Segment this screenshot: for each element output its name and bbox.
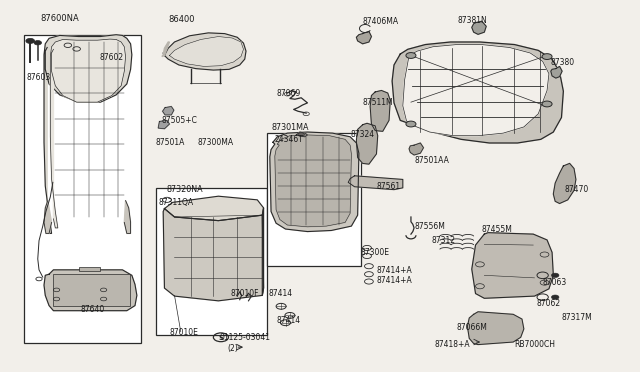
Polygon shape bbox=[51, 39, 125, 228]
Circle shape bbox=[34, 41, 42, 45]
Polygon shape bbox=[356, 123, 378, 164]
Polygon shape bbox=[44, 270, 137, 311]
Polygon shape bbox=[158, 121, 170, 129]
Polygon shape bbox=[467, 312, 524, 344]
Polygon shape bbox=[403, 45, 549, 136]
Text: 87320NA: 87320NA bbox=[166, 185, 203, 194]
Text: 87324: 87324 bbox=[350, 131, 374, 140]
Polygon shape bbox=[270, 132, 359, 231]
Text: 87301MA: 87301MA bbox=[271, 123, 308, 132]
Text: 86400: 86400 bbox=[168, 15, 195, 23]
Text: 87602: 87602 bbox=[99, 53, 124, 62]
Text: 87470: 87470 bbox=[564, 185, 589, 194]
Text: 87640: 87640 bbox=[81, 305, 105, 314]
Polygon shape bbox=[275, 135, 351, 227]
Text: 87561: 87561 bbox=[376, 182, 401, 190]
Polygon shape bbox=[124, 201, 131, 233]
Text: 87312: 87312 bbox=[431, 236, 456, 245]
Circle shape bbox=[552, 273, 559, 278]
Text: 87414: 87414 bbox=[269, 289, 292, 298]
Text: 87505+C: 87505+C bbox=[162, 116, 198, 125]
Text: 87317M: 87317M bbox=[561, 313, 592, 322]
Text: 87556M: 87556M bbox=[414, 222, 445, 231]
Polygon shape bbox=[296, 132, 307, 137]
Text: 87414: 87414 bbox=[276, 316, 300, 325]
Circle shape bbox=[406, 121, 416, 127]
Polygon shape bbox=[554, 163, 576, 203]
Text: 87511M: 87511M bbox=[363, 98, 393, 107]
Bar bbox=[54, 274, 130, 306]
Polygon shape bbox=[348, 176, 403, 190]
Bar bbox=[156, 188, 267, 336]
Polygon shape bbox=[551, 67, 562, 78]
Polygon shape bbox=[472, 232, 554, 298]
Polygon shape bbox=[163, 209, 264, 301]
Bar bbox=[267, 133, 361, 266]
Circle shape bbox=[26, 38, 35, 44]
Bar bbox=[24, 35, 141, 343]
Text: 87066M: 87066M bbox=[457, 323, 488, 332]
Polygon shape bbox=[170, 36, 243, 67]
Polygon shape bbox=[164, 196, 264, 221]
Polygon shape bbox=[262, 208, 264, 295]
Text: 87069: 87069 bbox=[276, 89, 300, 97]
Text: 01125-03041: 01125-03041 bbox=[220, 333, 271, 342]
Circle shape bbox=[542, 54, 552, 60]
Polygon shape bbox=[472, 21, 486, 34]
Text: 87501AA: 87501AA bbox=[414, 156, 449, 165]
Text: (2): (2) bbox=[227, 344, 238, 353]
Text: 87501A: 87501A bbox=[156, 138, 185, 147]
Text: S: S bbox=[218, 335, 223, 341]
Text: 87010F: 87010F bbox=[231, 289, 259, 298]
Circle shape bbox=[406, 52, 416, 58]
Text: RB7000CH: RB7000CH bbox=[515, 340, 556, 349]
Polygon shape bbox=[409, 143, 424, 155]
Text: 87381N: 87381N bbox=[458, 16, 488, 25]
Text: 87603: 87603 bbox=[26, 73, 51, 82]
Polygon shape bbox=[44, 201, 52, 233]
Circle shape bbox=[298, 133, 305, 137]
Text: 87010E: 87010E bbox=[170, 328, 198, 337]
Text: 87062: 87062 bbox=[536, 299, 561, 308]
Text: 87414+A: 87414+A bbox=[376, 276, 412, 285]
Polygon shape bbox=[370, 90, 390, 131]
Text: 87311QA: 87311QA bbox=[158, 198, 193, 207]
Text: 24346T: 24346T bbox=[275, 135, 304, 144]
Polygon shape bbox=[356, 31, 371, 44]
Polygon shape bbox=[392, 42, 563, 143]
Text: 87300E: 87300E bbox=[360, 248, 389, 257]
Circle shape bbox=[542, 101, 552, 107]
Bar bbox=[79, 267, 100, 270]
Circle shape bbox=[552, 295, 559, 299]
Text: 87414+A: 87414+A bbox=[376, 266, 412, 275]
Text: 87300MA: 87300MA bbox=[198, 138, 234, 147]
Polygon shape bbox=[44, 35, 132, 233]
Polygon shape bbox=[163, 106, 174, 115]
Text: 87455M: 87455M bbox=[482, 225, 513, 234]
Text: 87406MA: 87406MA bbox=[363, 17, 399, 26]
Text: 87418+A: 87418+A bbox=[434, 340, 470, 349]
Polygon shape bbox=[162, 42, 170, 57]
Text: 87600NA: 87600NA bbox=[40, 14, 79, 23]
Text: 87380: 87380 bbox=[551, 58, 575, 67]
Text: 87063: 87063 bbox=[543, 278, 567, 287]
Polygon shape bbox=[163, 33, 246, 70]
